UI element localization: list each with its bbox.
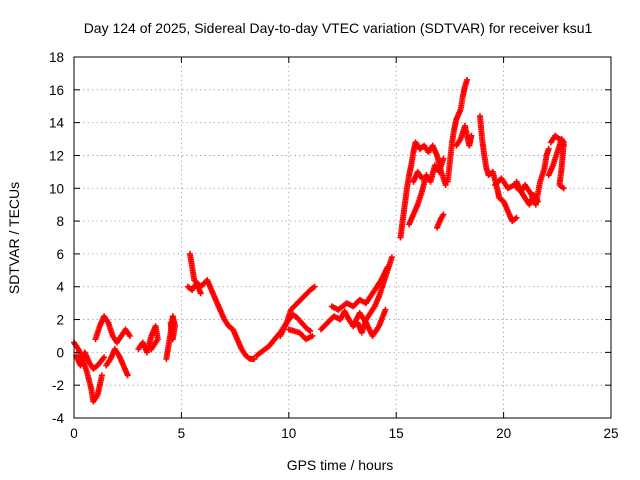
data-segment [350,306,389,339]
data-segment [547,132,567,149]
x-tick-label: 25 [603,426,618,441]
data-points [71,76,567,405]
data-point [311,283,318,290]
y-axis-label: SDTVAR / TECUs [6,182,22,294]
data-segment [492,145,552,208]
y-tick-label: 0 [56,345,64,360]
y-tick-label: 6 [56,247,64,262]
x-tick-label: 0 [70,426,78,441]
grid [74,57,611,418]
data-segment [277,283,318,339]
data-segment [186,250,258,362]
y-tick-label: 18 [49,50,64,65]
y-tick-label: 8 [56,214,64,229]
data-point [468,132,475,139]
y-tick-label: 10 [49,181,64,196]
data-point [442,181,449,188]
data-segment [103,346,131,379]
data-point [464,76,471,83]
data-segment [406,155,447,228]
data-segment [453,122,475,149]
data-segment [410,168,425,185]
data-point [148,346,155,353]
data-point [384,264,391,271]
y-tick-label: 12 [49,148,64,163]
data-point [101,354,108,361]
x-axis-label: GPS time / hours [287,457,394,473]
data-point [197,290,204,297]
x-tick-label: 5 [178,426,186,441]
data-segment [71,339,105,405]
data-segment [476,113,520,225]
axis-ticks: 0 5 10 15 20 25 -4 -2 0 2 4 6 8 10 12 14 16 18 [49,50,619,441]
data-point [167,319,174,326]
data-segment [513,178,541,208]
y-tick-label: 4 [56,280,64,295]
data-point [388,254,395,261]
data-point [251,355,258,362]
x-tick-label: 20 [496,426,511,441]
data-point [126,332,133,339]
data-segment [285,326,316,343]
data-segment [184,280,204,297]
data-point [309,332,316,339]
data-point [560,185,567,192]
data-segment [73,349,108,372]
chart-title: Day 124 of 2025, Sidereal Day-to-day VTE… [84,20,593,36]
data-segment [444,76,471,185]
x-tick-label: 10 [281,426,296,441]
data-point [534,198,541,205]
data-segment [135,323,161,356]
data-point [98,372,105,379]
y-tick-label: 16 [49,83,64,98]
data-point [440,211,447,218]
y-tick-label: -4 [52,411,64,426]
y-tick-label: 14 [49,116,65,131]
data-segment [328,264,391,313]
data-point [124,372,131,379]
data-point [440,155,447,162]
data-point [513,214,520,221]
data-point [545,145,552,152]
y-tick-label: 2 [56,313,64,328]
data-segment [163,313,178,362]
data-segment [545,136,567,192]
plot-frame [73,56,612,419]
data-point [307,328,314,335]
data-segment [434,211,447,231]
data-segment [92,313,133,346]
y-tick-label: -2 [52,378,64,393]
x-tick-label: 15 [389,426,404,441]
data-point [418,175,425,182]
data-point [560,142,567,149]
data-point [382,306,389,313]
